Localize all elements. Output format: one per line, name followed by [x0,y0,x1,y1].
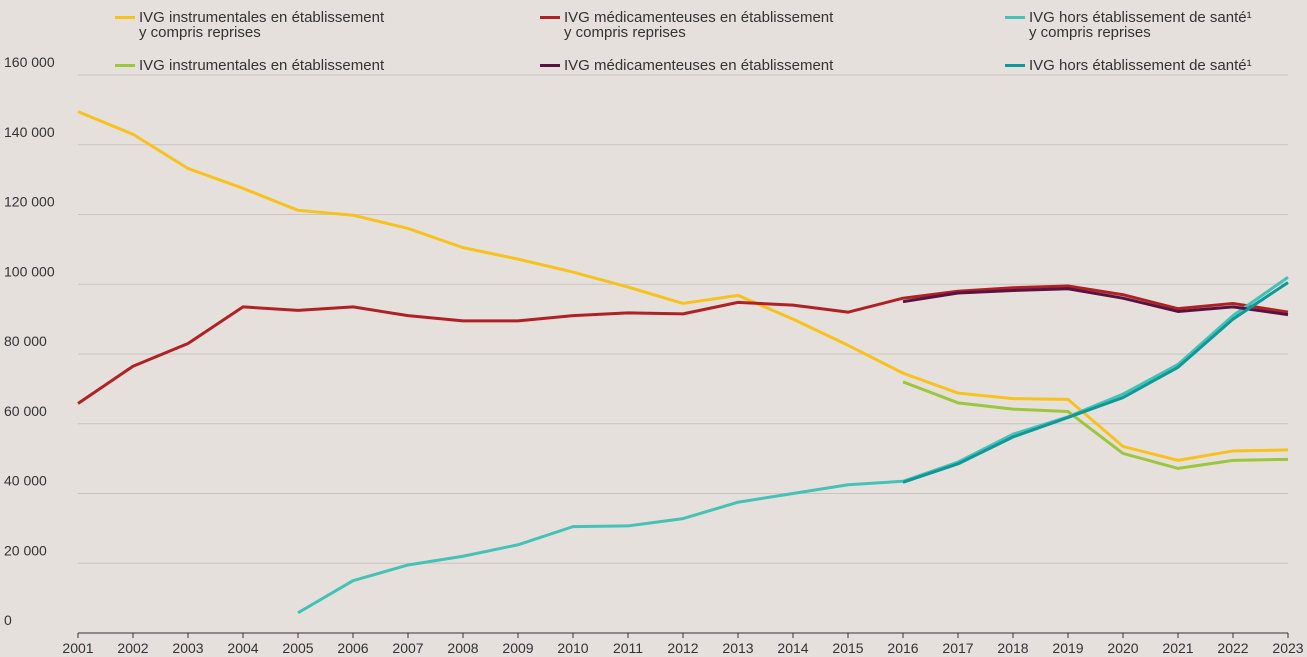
legend-label: IVG médicamenteuses en établissement y c… [564,9,834,41]
legend-swatch [1005,16,1025,19]
y-tick-label: 80 000 [4,333,47,349]
x-tick-label: 2019 [1052,640,1083,656]
legend-swatch [540,64,560,67]
legend-label: IVG médicamenteuses en établissement [564,57,834,74]
series-line [77,110,1289,462]
x-tick-label: 2017 [942,640,973,656]
legend-label: IVG instrumentales en établissement [139,57,385,74]
x-tick-label: 2003 [172,640,203,656]
legend-swatch [540,16,560,19]
x-tick-label: 2001 [62,640,93,656]
legend-swatch [1005,64,1025,67]
x-tick-label: 2009 [502,640,533,656]
x-tick-label: 2007 [392,640,423,656]
y-tick-label: 0 [4,612,12,628]
y-tick-label: 140 000 [4,124,55,140]
x-tick-label: 2014 [777,640,808,656]
x-tick-label: 2021 [1162,640,1193,656]
series-line [902,281,1289,484]
legend-label: IVG instrumentales en établissement y co… [139,9,385,41]
x-tick-label: 2004 [227,640,258,656]
y-tick-label: 20 000 [4,542,47,558]
legend-item: IVG instrumentales en établissement [115,58,384,73]
x-tick-label: 2005 [282,640,313,656]
x-tick-label: 2018 [997,640,1028,656]
series-line [902,287,1289,317]
x-tick-label: 2008 [447,640,478,656]
x-tick-label: 2022 [1217,640,1248,656]
legend-label: IVG hors établissement de santé¹ y compr… [1029,9,1252,41]
x-tick-label: 2016 [887,640,918,656]
x-tick-label: 2006 [337,640,368,656]
legend-item: IVG médicamenteuses en établissement y c… [540,10,833,40]
y-tick-label: 100 000 [4,263,55,279]
x-tick-label: 2013 [722,640,753,656]
x-tick-label: 2023 [1272,640,1303,656]
legend-swatch [115,16,135,19]
legend-item: IVG instrumentales en établissement y co… [115,10,384,40]
legend-swatch [115,64,135,67]
x-tick-label: 2012 [667,640,698,656]
y-tick-label: 40 000 [4,473,47,489]
x-tick-label: 2020 [1107,640,1138,656]
y-tick-label: 120 000 [4,194,55,210]
legend-item: IVG hors établissement de santé¹ y compr… [1005,10,1252,40]
series-line [902,380,1289,470]
series-line [77,284,1289,405]
x-tick-label: 2002 [117,640,148,656]
x-tick-label: 2011 [613,640,643,656]
y-tick-label: 60 000 [4,403,47,419]
y-tick-label: 160 000 [4,54,55,70]
x-tick-label: 2010 [557,640,588,656]
series-line [297,276,1289,615]
x-tick-label: 2015 [832,640,863,656]
legend-label: IVG hors établissement de santé¹ [1029,57,1252,74]
legend-item: IVG hors établissement de santé¹ [1005,58,1252,73]
legend-item: IVG médicamenteuses en établissement [540,58,833,73]
